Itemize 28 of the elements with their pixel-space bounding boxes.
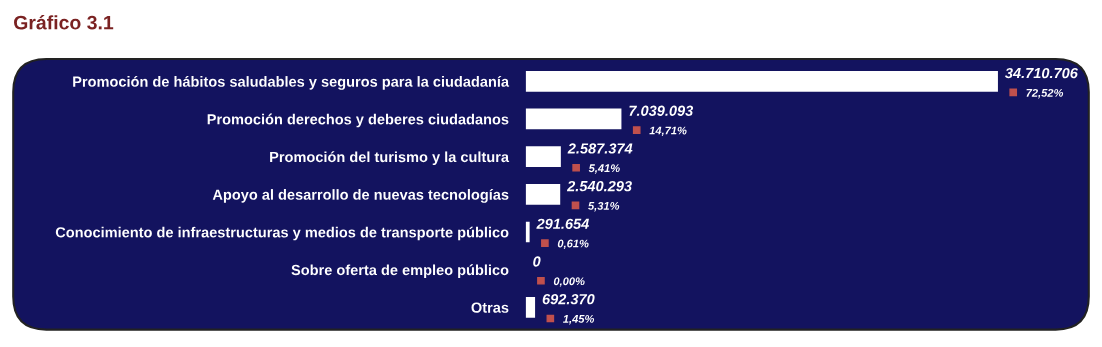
data-label: 7.039.093: [629, 105, 694, 116]
y-tick-label: Sobre oferta de empleo público: [291, 264, 509, 279]
bar: [525, 296, 536, 318]
data-label: 291.654: [536, 218, 590, 229]
bar: [525, 146, 561, 168]
text: 72,52%: [1026, 88, 1064, 99]
data-label: 2.587.374: [567, 143, 633, 154]
y-tick-label: Conocimiento de infraestructuras y medios de transporte público: [55, 226, 509, 241]
bar: [525, 70, 998, 92]
data-label: 2.540.293: [566, 180, 632, 192]
bar: [525, 183, 561, 205]
bar: [525, 221, 530, 243]
y-tick-label: Promoción de hábitos saludables y seguros para la ciudadanía: [73, 75, 510, 90]
data-label: 0: [533, 256, 541, 267]
y-tick-label: Promoción del turismo y la cultura: [270, 151, 510, 166]
bar: [525, 108, 622, 130]
annotation: 5,41%: [588, 164, 620, 174]
annotation: 5,31%: [588, 201, 620, 212]
data-label: 692.370: [542, 293, 595, 305]
y-tick-label: Otras: [471, 302, 509, 313]
annotation: 0,61%: [557, 239, 589, 250]
y-tick-label: Apoyo al desarrollo de nuevas tecnologías: [212, 188, 509, 203]
annotation: 0,00%: [553, 277, 585, 287]
y-tick-label: Promoción derechos y deberes ciudadanos: [207, 113, 509, 128]
data-label: 34.710.706: [1005, 67, 1078, 79]
text: Gráfico 3.1: [14, 15, 114, 30]
annotation: 14,71%: [649, 126, 687, 137]
annotation: 1,45%: [563, 315, 595, 325]
